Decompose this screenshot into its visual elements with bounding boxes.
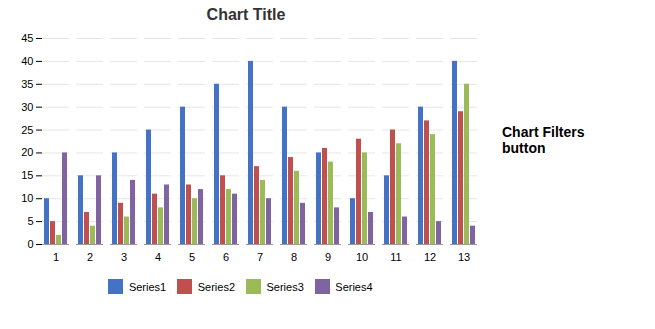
svg-text:3: 3 bbox=[121, 251, 127, 263]
svg-text:40: 40 bbox=[21, 55, 33, 67]
svg-text:1: 1 bbox=[53, 251, 59, 263]
svg-text:12: 12 bbox=[424, 251, 436, 263]
svg-text:10: 10 bbox=[356, 251, 368, 263]
html-text:Series3: Series3 bbox=[266, 280, 304, 293]
html-text:Chart Filters button: Chart Filters button bbox=[502, 124, 585, 156]
svg-text:7: 7 bbox=[257, 251, 263, 263]
svg-text:20: 20 bbox=[21, 146, 33, 158]
svg-text:4: 4 bbox=[155, 251, 161, 263]
svg-text:6: 6 bbox=[223, 251, 229, 263]
svg-text:25: 25 bbox=[21, 124, 33, 136]
svg-text:8: 8 bbox=[291, 251, 297, 263]
svg-text:9: 9 bbox=[325, 251, 331, 263]
svg-text:5: 5 bbox=[189, 251, 195, 263]
svg-text:13: 13 bbox=[458, 251, 470, 263]
html-text:Series2: Series2 bbox=[197, 280, 235, 293]
html-text:Chart Title: Chart Title bbox=[206, 6, 286, 23]
svg-text:11: 11 bbox=[390, 251, 401, 263]
svg-text:0: 0 bbox=[27, 238, 33, 250]
svg-text:5: 5 bbox=[27, 215, 33, 227]
svg-text:15: 15 bbox=[21, 169, 33, 181]
svg-text:35: 35 bbox=[21, 78, 33, 90]
html-text:Series1: Series1 bbox=[128, 280, 167, 293]
svg-text:45: 45 bbox=[21, 32, 33, 44]
svg-text:10: 10 bbox=[21, 192, 33, 204]
html-text:Series4: Series4 bbox=[335, 280, 373, 293]
svg-text:2: 2 bbox=[87, 251, 93, 263]
svg-text:30: 30 bbox=[21, 101, 33, 113]
